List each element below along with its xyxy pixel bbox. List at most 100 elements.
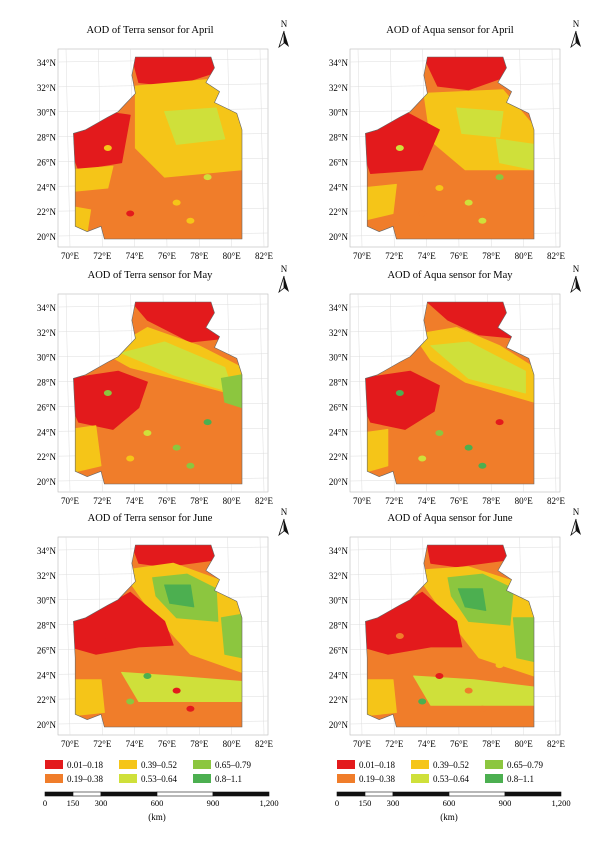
legend-label: 0.8–1.1 — [215, 774, 242, 784]
map-panel: AOD of Terra sensor for May 34°N 32°N 30°N 2… — [37, 264, 289, 506]
lat-label: 30°N — [37, 353, 57, 363]
legend-label: 0.65–0.79 — [507, 760, 544, 770]
lat-label: 34°N — [37, 58, 57, 68]
graticule-line — [65, 293, 71, 493]
lon-label: 78°E — [482, 251, 501, 261]
aod-patch — [478, 462, 487, 469]
aod-patch — [464, 199, 473, 206]
legend-label: 0.53–0.64 — [433, 774, 470, 784]
north-label: N — [281, 264, 288, 274]
lat-label: 28°N — [37, 621, 57, 631]
legend-swatch — [119, 760, 137, 769]
lat-label: 34°N — [329, 58, 349, 68]
aod-patch — [478, 705, 487, 712]
north-arrow-icon — [570, 275, 581, 294]
lat-label: 28°N — [329, 133, 349, 143]
lon-label: 76°E — [450, 251, 469, 261]
north-arrow-icon — [570, 518, 581, 537]
lon-label: 70°E — [61, 739, 80, 749]
scale-tick-label: 300 — [387, 798, 400, 808]
aod-zone — [131, 302, 226, 343]
panel-title: AOD of Aqua sensor for May — [387, 270, 513, 281]
aod-patch — [143, 185, 152, 192]
lon-label: 74°E — [126, 739, 145, 749]
lat-label: 30°N — [37, 108, 57, 118]
scale-segment — [44, 791, 74, 797]
graticule-line — [259, 536, 265, 736]
aod-patch — [435, 673, 444, 680]
aod-patch — [186, 217, 195, 224]
aod-surface — [365, 57, 534, 239]
scale-tick-label: 0 — [335, 798, 339, 808]
aod-patch — [495, 174, 504, 181]
lat-label: 20°N — [329, 477, 349, 487]
aod-zone — [456, 107, 504, 138]
scale-tick-label: 1,200 — [551, 798, 570, 808]
aod-zone — [365, 370, 440, 430]
aod-zone — [131, 545, 219, 568]
graticule-line — [551, 536, 557, 736]
lat-label: 28°N — [329, 378, 349, 388]
lon-label: 80°E — [223, 739, 242, 749]
aod-zone — [426, 302, 518, 339]
lat-label: 30°N — [329, 596, 349, 606]
lat-label: 24°N — [329, 427, 349, 437]
lat-label: 20°N — [37, 232, 57, 242]
lat-label: 28°N — [329, 621, 349, 631]
lon-label: 74°E — [418, 251, 437, 261]
region-outline — [73, 301, 243, 485]
region-outline — [365, 301, 535, 485]
lat-label: 22°N — [37, 207, 57, 217]
lon-label: 70°E — [353, 739, 372, 749]
aod-patch — [435, 185, 444, 192]
scale-segment — [212, 791, 270, 797]
lon-label: 72°E — [93, 739, 112, 749]
lon-label: 74°E — [126, 251, 145, 261]
scale-segment — [392, 791, 450, 797]
lat-label: 22°N — [329, 452, 349, 462]
aod-zone — [164, 107, 226, 145]
legend-label: 0.01–0.18 — [67, 760, 104, 770]
aod-patch — [186, 462, 195, 469]
lon-label: 70°E — [353, 496, 372, 506]
scale-bar: 0 150 300 600 900 1,200 (km) — [335, 791, 571, 822]
aod-zone — [73, 679, 105, 717]
north-arrow-icon — [570, 30, 581, 49]
aod-patch — [495, 662, 504, 669]
lon-label: 72°E — [385, 251, 404, 261]
aod-patch — [126, 210, 135, 217]
legend-swatch — [45, 760, 63, 769]
scale-tick-label: 900 — [499, 798, 512, 808]
lon-label: 80°E — [515, 496, 534, 506]
lat-label: 26°N — [329, 645, 349, 655]
scale-segment — [72, 791, 102, 797]
scale-segment — [100, 791, 158, 797]
lat-label: 26°N — [37, 157, 57, 167]
scale-unit: (km) — [440, 812, 458, 822]
aod-patch — [172, 199, 181, 206]
lon-label: 72°E — [385, 739, 404, 749]
panel-title: AOD of Terra sensor for April — [86, 25, 213, 36]
lon-label: 80°E — [223, 496, 242, 506]
aod-patch — [203, 174, 212, 181]
aod-patch — [126, 455, 135, 462]
aod-patch — [203, 419, 212, 426]
panel-title: AOD of Terra sensor for May — [88, 270, 213, 281]
lat-label: 26°N — [37, 645, 57, 655]
legend-swatch — [337, 774, 355, 783]
aod-patch — [103, 390, 112, 396]
scale-tick-label: 900 — [207, 798, 220, 808]
aod-zone — [457, 588, 487, 611]
scale-segment — [448, 791, 506, 797]
aod-zone — [73, 370, 148, 430]
aod-zone — [413, 675, 534, 706]
scale-unit: (km) — [148, 812, 166, 822]
lat-label: 22°N — [37, 695, 57, 705]
legend-label: 0.39–0.52 — [141, 760, 177, 770]
map-panel: AOD of Aqua sensor for April 34°N 32°N 30°N… — [329, 19, 581, 261]
aod-zone — [73, 111, 131, 171]
north-label: N — [573, 264, 580, 274]
aod-patch — [143, 673, 152, 680]
lat-label: 26°N — [37, 402, 57, 412]
aod-patch — [172, 687, 181, 694]
